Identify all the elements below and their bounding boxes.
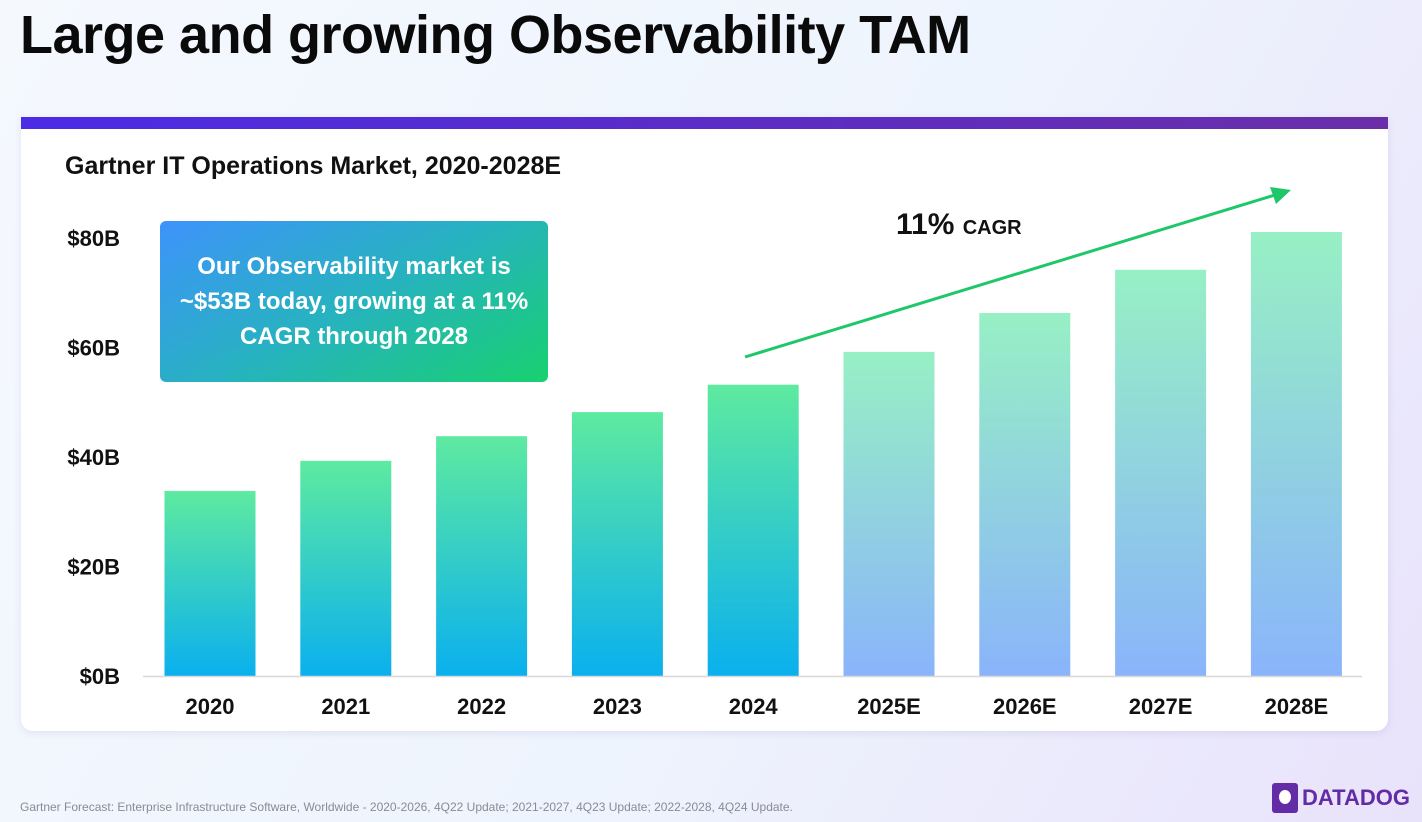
- y-tick-label: $60B: [67, 336, 120, 361]
- bar-2026E: [979, 313, 1071, 676]
- x-tick-label: 2023: [593, 694, 642, 719]
- callout-box: Our Observability market is ~$53B today,…: [160, 221, 548, 382]
- bar-2027E: [1115, 269, 1207, 676]
- bar-2021: [300, 460, 392, 676]
- datadog-dog-icon: [1272, 783, 1298, 813]
- bar-2024: [707, 384, 799, 676]
- x-tick-label: 2028E: [1265, 694, 1329, 719]
- bar-2025E: [843, 351, 935, 676]
- cagr-text: CAGR: [962, 217, 1022, 239]
- x-tick-label: 2027E: [1129, 694, 1193, 719]
- x-tick-label: 2026E: [993, 694, 1057, 719]
- y-tick-label: $80B: [67, 226, 120, 251]
- x-tick-label: 2021: [321, 694, 370, 719]
- bar-2023: [571, 412, 663, 676]
- chart-title: Gartner IT Operations Market, 2020-2028E: [65, 152, 562, 180]
- arrow-head-icon: [1270, 187, 1291, 204]
- accent-bar: [21, 117, 1388, 129]
- page-title: Large and growing Observability TAM: [20, 5, 971, 65]
- bar-2022: [436, 436, 528, 676]
- bar-2028E: [1250, 231, 1342, 677]
- footnote: Gartner Forecast: Enterprise Infrastruct…: [20, 800, 793, 814]
- cagr-arrow: [744, 193, 1276, 359]
- bar-2020: [164, 490, 256, 676]
- datadog-logo: DATADOG: [1272, 783, 1410, 813]
- x-tick-label: 2020: [186, 694, 235, 719]
- x-tick-label: 2022: [457, 694, 506, 719]
- y-tick-label: $20B: [67, 555, 120, 580]
- logo-text: DATADOG: [1302, 785, 1410, 810]
- cagr-value: 11%: [896, 208, 955, 241]
- x-tick-label: 2025E: [857, 694, 921, 719]
- y-tick-label: $0B: [80, 664, 120, 689]
- y-tick-label: $40B: [67, 445, 120, 470]
- cagr-label: 11% CAGR: [896, 208, 1022, 242]
- x-tick-label: 2024: [729, 694, 779, 719]
